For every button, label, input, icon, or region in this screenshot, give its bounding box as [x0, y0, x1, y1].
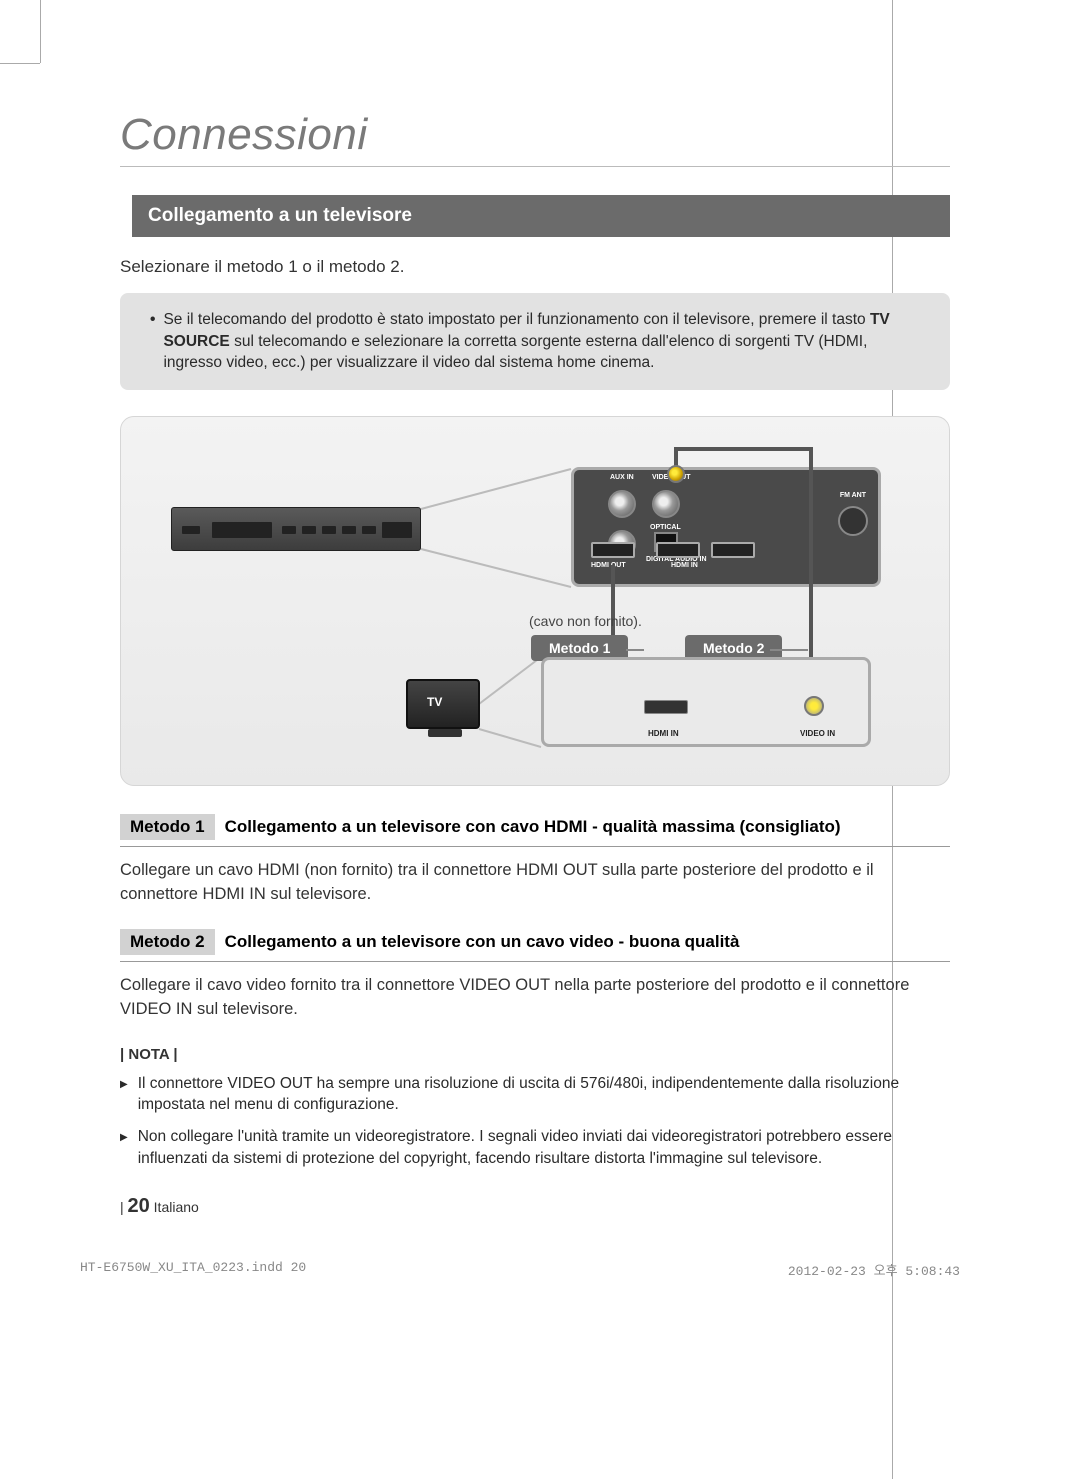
tv-hdmi-in-icon: [644, 700, 688, 714]
nota-item: Non collegare l'unità tramite un videore…: [120, 1126, 950, 1169]
page-footer: | 20 Italiano: [120, 1195, 199, 1218]
info-text-pre: Se il telecomando del prodotto è stato i…: [163, 311, 870, 328]
info-text-post: sul telecomando e selezionare la corrett…: [163, 333, 867, 372]
nota-item-text: Non collegare l'unità tramite un videore…: [138, 1126, 950, 1169]
port-label-fm: FM ANT: [840, 492, 866, 499]
video-cable-h-icon: [674, 447, 812, 451]
page-number: 20: [128, 1195, 150, 1217]
tv-icon: [406, 679, 480, 729]
method2-body: Collegare il cavo video fornito tra il c…: [120, 974, 950, 1022]
print-timestamp: 2012-02-23 오후 5:08:43: [788, 1260, 960, 1279]
nota-item: Il connettore VIDEO OUT ha sempre una ri…: [120, 1073, 950, 1116]
intro-text: Selezionare il metodo 1 o il metodo 2.: [120, 257, 950, 277]
hdmi-in2-port-icon: [711, 542, 755, 558]
nota-list: Il connettore VIDEO OUT ha sempre una ri…: [120, 1073, 950, 1170]
method2-title: Collegamento a un televisore con un cavo…: [225, 932, 740, 952]
hdmi-out-port-icon: [591, 542, 635, 558]
crop-mark: [0, 63, 40, 64]
method2-heading: Metodo 2 Collegamento a un televisore co…: [120, 927, 950, 962]
video-plug-top-icon: [667, 465, 685, 483]
port-label-hdmi-in: HDMI IN: [671, 562, 698, 569]
nota-item-text: Il connettore VIDEO OUT ha sempre una ri…: [138, 1073, 950, 1116]
page-content: Connessioni Collegamento a un televisore…: [120, 110, 950, 1180]
chapter-title: Connessioni: [120, 110, 950, 167]
method1-tag: Metodo 1: [120, 814, 215, 840]
footer-language: Italiano: [154, 1199, 199, 1215]
cable-caption: (cavo non fornito).: [529, 613, 642, 629]
video-cable-right-icon: [809, 447, 813, 675]
info-note-box: Se il telecomando del prodotto è stato i…: [120, 293, 950, 390]
tv-label: TV: [427, 695, 442, 709]
tv-port-label-video: VIDEO IN: [800, 729, 835, 738]
connector-line-icon: [626, 649, 644, 651]
video-out-rca-port-icon: [652, 490, 680, 518]
fm-ant-port-icon: [838, 506, 868, 536]
aux-rca-port-icon: [608, 490, 636, 518]
method2-tag: Metodo 2: [120, 929, 215, 955]
tv-port-label-hdmi: HDMI IN: [648, 729, 679, 738]
section-heading: Collegamento a un televisore: [132, 195, 950, 237]
method1-title: Collegamento a un televisore con cavo HD…: [225, 817, 841, 837]
hdmi-in1-port-icon: [656, 542, 700, 558]
rear-ports-panel: AUX IN VIDEO OUT FM ANT OPTICAL DIGITAL …: [571, 467, 881, 587]
connector-line2-icon: [770, 649, 808, 651]
port-label-optical: OPTICAL: [650, 524, 681, 531]
nota-label: | NOTA |: [120, 1046, 950, 1063]
info-bullet: Se il telecomando del prodotto è stato i…: [150, 309, 928, 374]
port-label-hdmi-out: HDMI OUT: [591, 562, 626, 569]
port-label-aux: AUX IN: [610, 474, 634, 481]
tv-ports-panel: HDMI IN VIDEO IN: [541, 657, 871, 747]
tv-video-in-icon: [804, 696, 824, 716]
print-filename: HT-E6750W_XU_ITA_0223.indd 20: [80, 1260, 306, 1275]
crop-mark: [40, 0, 41, 63]
method1-body: Collegare un cavo HDMI (non fornito) tra…: [120, 859, 950, 907]
footer-divider: |: [120, 1199, 124, 1215]
method1-heading: Metodo 1 Collegamento a un televisore co…: [120, 812, 950, 847]
connection-diagram: AUX IN VIDEO OUT FM ANT OPTICAL DIGITAL …: [120, 416, 950, 786]
